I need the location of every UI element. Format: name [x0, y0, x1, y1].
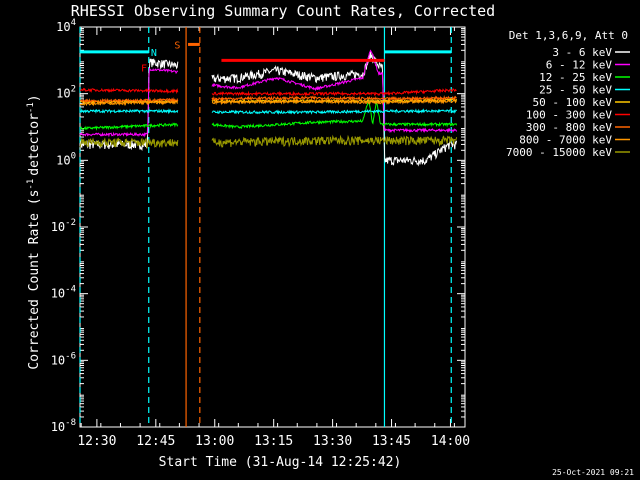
x-tick-label: 12:45 — [136, 434, 175, 449]
y-axis-label-sup1: -1 — [26, 179, 36, 190]
legend-label: 3 - 6 keV — [552, 46, 612, 59]
legend-label: 7000 - 15000 keV — [506, 146, 612, 159]
legend-label: 25 - 50 keV — [539, 84, 612, 97]
state-annotation: N — [151, 48, 157, 59]
series-line — [79, 98, 457, 107]
timestamp: 25-Oct-2021 09:21 — [552, 468, 634, 477]
legend-label: 300 - 800 keV — [526, 121, 612, 134]
y-axis-label-main: Corrected Count Rate (s — [27, 190, 42, 370]
y-axis-label-sup2: -1 — [26, 102, 36, 113]
y-tick-label: 104 — [56, 18, 76, 34]
series-line — [79, 87, 457, 97]
series-line — [79, 51, 458, 167]
y-tick-label: 102 — [56, 85, 76, 101]
y-tick-label: 10-2 — [51, 218, 76, 234]
x-tick-label: 13:45 — [372, 434, 411, 449]
y-axis-label-unit: detector — [27, 113, 42, 176]
plot-area: 10-8 10-6 10-4 10-2 100 102 104 12:30 12:45 13:00… — [51, 18, 470, 449]
x-axis-label: Start Time (31-Aug-14 12:25:42) — [159, 455, 402, 470]
y-tick-label: 10-4 — [51, 285, 76, 301]
y-axis-label-close: ) — [27, 94, 42, 102]
legend-label: 6 - 12 keV — [546, 59, 613, 72]
y-tick-label: 10-8 — [51, 418, 76, 434]
legend-label: 12 - 25 keV — [539, 71, 612, 84]
legend-label: 100 - 300 keV — [526, 109, 612, 122]
legend-label: 50 - 100 keV — [533, 96, 613, 109]
x-tick-label: 13:30 — [313, 434, 352, 449]
x-tick-label: 14:00 — [431, 434, 470, 449]
state-annotation: F — [141, 64, 147, 75]
state-annotation: S — [174, 40, 180, 51]
x-tick-label: 13:15 — [254, 434, 293, 449]
series-line — [79, 134, 458, 149]
plot-frame — [79, 26, 466, 428]
legend-label: 800 - 7000 keV — [519, 134, 612, 147]
series-line — [79, 108, 457, 115]
series-line — [80, 97, 458, 131]
series-line — [79, 49, 458, 138]
legend-header: Det 1,3,6,9, Att 0 — [509, 29, 628, 42]
y-tick-label: 100 — [56, 151, 76, 167]
x-tick-label: 13:00 — [195, 434, 234, 449]
x-tick-label: 12:30 — [77, 434, 116, 449]
y-axis-label: Corrected Count Rate (s-1detector-1) — [26, 94, 42, 369]
y-tick-label: 10-6 — [51, 351, 76, 367]
chart-title: RHESSI Observing Summary Count Rates, Co… — [71, 2, 495, 20]
